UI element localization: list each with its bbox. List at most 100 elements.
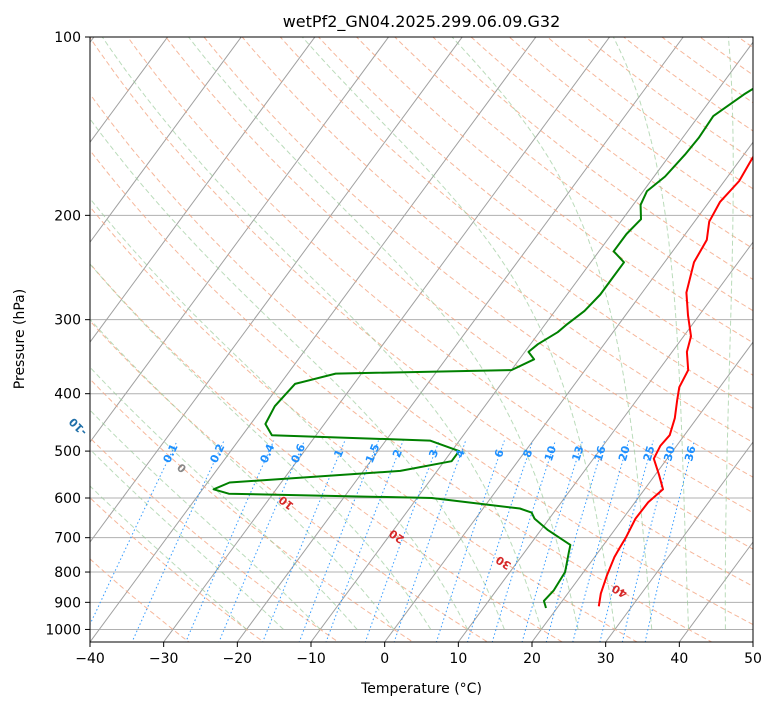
moist-adiabat-line bbox=[612, 37, 690, 630]
dry-adiabat-line bbox=[394, 37, 753, 312]
y-tick-label: 1000 bbox=[45, 622, 81, 638]
y-axis: 100 200 300 400 500 600 700 800 900 1000 bbox=[45, 30, 90, 638]
x-tick-label: −40 bbox=[75, 651, 105, 667]
isotherm-line bbox=[752, 641, 753, 642]
mixing-ratio-label: 0.1 bbox=[160, 442, 180, 465]
mixing-ratio-line bbox=[644, 440, 695, 642]
mixing-ratio-line bbox=[491, 440, 556, 642]
moist-adiabat-line bbox=[724, 37, 734, 630]
dry-adiabat-label: 30 bbox=[493, 553, 513, 572]
x-tick-label: 30 bbox=[597, 651, 615, 667]
temperature-profile-line bbox=[597, 155, 753, 607]
mixing-ratio-line bbox=[599, 440, 654, 642]
dry-adiabat-line bbox=[90, 320, 489, 642]
dry-adiabat-label: 0 bbox=[174, 460, 189, 475]
dry-adiabat-line bbox=[699, 37, 753, 76]
isotherm-line bbox=[90, 37, 242, 244]
moist-adiabat-line bbox=[451, 37, 653, 630]
moist-adiabat-line bbox=[90, 448, 284, 630]
mixing-ratio-line bbox=[218, 440, 305, 642]
mixing-ratio-label: 1 bbox=[331, 447, 346, 459]
y-tick-label: 800 bbox=[54, 565, 81, 581]
isotherm-line bbox=[457, 241, 753, 642]
y-tick-label: 600 bbox=[54, 491, 81, 507]
x-tick-label: −20 bbox=[223, 651, 253, 667]
plot-frame bbox=[89, 36, 754, 643]
dry-adiabat-line bbox=[90, 93, 753, 626]
mixing-ratio-line bbox=[621, 440, 675, 642]
isotherm-line bbox=[90, 37, 463, 543]
x-tick-label: 10 bbox=[449, 651, 467, 667]
dewpoint-profile-line bbox=[212, 87, 753, 609]
dry-adiabat-label: 20 bbox=[386, 526, 406, 546]
isotherm-line bbox=[90, 37, 390, 443]
y-tick-label: 400 bbox=[54, 387, 81, 403]
isotherm-line bbox=[90, 37, 316, 343]
mixing-ratio-line bbox=[90, 440, 178, 626]
dry-adiabat-label: -10 bbox=[66, 415, 89, 439]
dry-adiabat-line bbox=[355, 37, 753, 344]
dry-adiabat-line bbox=[90, 149, 713, 642]
profile-lines bbox=[212, 87, 753, 609]
x-axis: −40 −30 −20 −10 0 10 20 30 40 50 bbox=[75, 642, 762, 667]
dry-adiabat-line bbox=[127, 37, 753, 550]
x-tick-label: 40 bbox=[670, 651, 688, 667]
x-tick-label: −10 bbox=[296, 651, 326, 667]
dry-adiabat-line bbox=[758, 24, 775, 654]
y-tick-label: 900 bbox=[54, 595, 81, 611]
moist-adiabat-line bbox=[188, 37, 579, 630]
mixing-ratio-line bbox=[185, 440, 275, 642]
mixing-ratio-label: 0.6 bbox=[288, 442, 308, 465]
mixing-ratio-line bbox=[466, 440, 534, 642]
isotherm-line bbox=[90, 37, 169, 144]
mixing-ratio-label: 30 bbox=[661, 444, 678, 463]
moist-adiabat-line bbox=[90, 318, 395, 630]
dry-adiabat-line bbox=[432, 37, 753, 280]
mixing-ratio-label: 13 bbox=[570, 444, 587, 463]
mixing-ratio-label: 8 bbox=[521, 448, 536, 459]
y-axis-title: Pressure (hPa) bbox=[12, 289, 28, 389]
y-tick-label: 500 bbox=[54, 444, 81, 460]
isotherm-line bbox=[310, 41, 753, 642]
y-tick-label: 200 bbox=[54, 208, 81, 224]
dry-adiabat-line bbox=[90, 437, 340, 642]
isotherm-line bbox=[678, 541, 753, 642]
dry-adiabat-label: -20 bbox=[0, 382, 2, 406]
mixing-ratio-label: 25 bbox=[641, 444, 658, 462]
mixing-ratio-label: 1.5 bbox=[363, 442, 382, 465]
mixing-ratio-label: 20 bbox=[616, 444, 633, 463]
dry-adiabat-line bbox=[90, 497, 265, 642]
dry-adiabat-line bbox=[508, 37, 753, 220]
x-tick-label: 0 bbox=[380, 651, 389, 667]
mixing-ratio-label: 6 bbox=[492, 447, 507, 459]
mixing-ratio-label: 3 bbox=[426, 448, 441, 460]
dry-adiabat-line bbox=[90, 206, 639, 642]
mixing-ratio-label: 36 bbox=[682, 444, 699, 462]
background-lines bbox=[90, 24, 775, 654]
dry-adiabat-line bbox=[584, 37, 753, 161]
x-tick-label: −30 bbox=[149, 651, 179, 667]
mixing-ratio-label: 0.4 bbox=[258, 442, 278, 465]
moist-adiabat-line bbox=[90, 409, 321, 630]
moist-adiabat-line bbox=[90, 118, 505, 630]
mixing-ratio-label: 10 bbox=[542, 444, 559, 463]
x-tick-label: 20 bbox=[523, 651, 541, 667]
chart-title: wetPf2_GN04.2025.299.06.09.G32 bbox=[283, 12, 561, 32]
isotherm-line bbox=[605, 441, 753, 642]
isotherm-line bbox=[163, 37, 611, 642]
moist-adiabat-line bbox=[101, 37, 542, 630]
dry-adiabat-line bbox=[165, 37, 753, 514]
mixing-ratio-line bbox=[393, 440, 467, 642]
x-axis-title: Temperature (°C) bbox=[360, 681, 482, 697]
isotherm-line bbox=[531, 341, 753, 642]
y-tick-label: 100 bbox=[54, 30, 81, 46]
mixing-ratio-label: 16 bbox=[592, 444, 609, 463]
y-tick-label: 700 bbox=[54, 531, 81, 547]
isotherm-line bbox=[236, 37, 684, 642]
dry-adiabat-label: 40 bbox=[609, 581, 629, 600]
mixing-ratio-label: 2 bbox=[390, 448, 405, 460]
moist-adiabat-line bbox=[301, 37, 616, 630]
isotherm-line bbox=[90, 37, 537, 642]
contour-labels: -100-90-80-70-60-50-40-30-20-10010203040… bbox=[0, 382, 699, 601]
